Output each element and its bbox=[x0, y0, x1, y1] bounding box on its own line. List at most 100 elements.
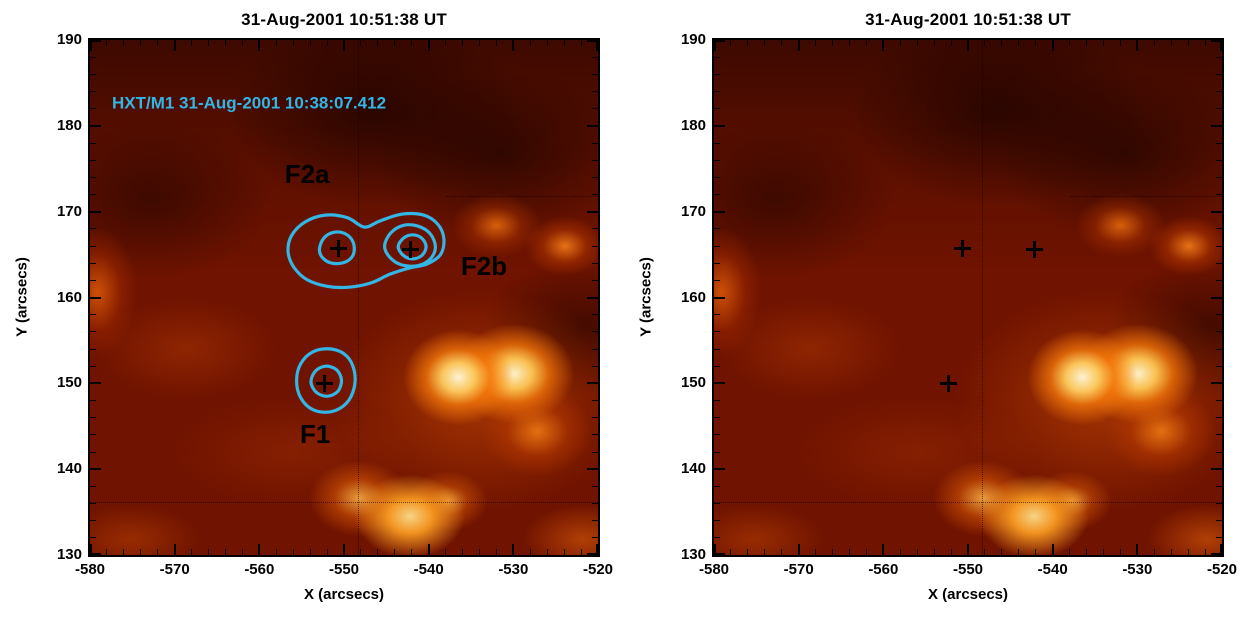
y-axis-tick bbox=[1216, 279, 1222, 281]
x-axis-tick bbox=[1051, 544, 1054, 555]
x-axis-tick bbox=[580, 40, 582, 46]
y-axis-tick bbox=[714, 553, 725, 555]
y-axis-tick bbox=[90, 382, 101, 385]
x-axis-tick bbox=[781, 40, 783, 46]
y-axis-tick bbox=[90, 468, 101, 471]
x-axis-tick bbox=[546, 549, 548, 555]
x-tick-label: -570 bbox=[783, 561, 814, 578]
y-axis-tick bbox=[1216, 348, 1222, 350]
y-axis-tick bbox=[1216, 520, 1222, 522]
y-axis-tick bbox=[592, 434, 598, 436]
y-axis-tick bbox=[587, 210, 598, 213]
y-axis-tick bbox=[592, 176, 598, 178]
y-axis-tick bbox=[714, 262, 720, 264]
x-axis-tick bbox=[241, 40, 243, 46]
x-axis-tick bbox=[495, 40, 497, 46]
x-axis-tick bbox=[832, 40, 834, 46]
x-tick-label: -570 bbox=[159, 561, 190, 578]
y-axis-tick bbox=[90, 553, 101, 555]
x-axis-tick bbox=[1018, 549, 1020, 555]
x-axis-tick bbox=[275, 549, 277, 555]
solar-grid-line bbox=[445, 196, 598, 198]
y-axis-tick bbox=[714, 314, 720, 316]
solar-image-plot-right: -580 -570 -560 -550 -540 -530 -520 130 140 150 160… bbox=[681, 31, 1237, 578]
x-axis-tick bbox=[1035, 40, 1037, 46]
x-axis-tick bbox=[1086, 549, 1088, 555]
x-axis-tick bbox=[529, 40, 531, 46]
x-axis-tick bbox=[90, 40, 92, 51]
left-panel: 31-Aug-2001 10:51:38 UT Y (arcsecs) -580… bbox=[14, 10, 614, 603]
x-axis-tick bbox=[241, 549, 243, 555]
y-axis-tick bbox=[90, 348, 96, 350]
x-axis-tick bbox=[191, 549, 193, 555]
x-axis-tick bbox=[1102, 40, 1104, 46]
x-axis-tick bbox=[1051, 40, 1054, 51]
annotation-label: F2a bbox=[284, 158, 330, 189]
x-axis-tick bbox=[343, 544, 345, 555]
x-axis-tick bbox=[916, 40, 918, 46]
x-axis-tick bbox=[899, 549, 901, 555]
x-axis-tick bbox=[411, 549, 413, 555]
y-axis-tick bbox=[90, 296, 101, 299]
x-axis-tick bbox=[797, 40, 800, 51]
x-axis-tick bbox=[546, 40, 548, 46]
x-tick-label: -540 bbox=[413, 561, 444, 578]
x-axis-tick bbox=[1170, 549, 1172, 555]
y-tick-label: 140 bbox=[680, 460, 706, 478]
x-axis-tick bbox=[1153, 549, 1155, 555]
flare-position-marker bbox=[330, 240, 348, 258]
x-axis-tick bbox=[106, 549, 108, 555]
y-axis-tick bbox=[1216, 91, 1222, 92]
right-panel: 31-Aug-2001 10:51:38 UT Y (arcsecs) -580… bbox=[624, 0, 1248, 620]
y-axis-tick bbox=[587, 553, 598, 555]
y-tick-label: 180 bbox=[56, 116, 82, 134]
x-axis-label: X (arcsecs) bbox=[927, 586, 1009, 603]
solar-grid-line bbox=[358, 40, 360, 555]
y-axis-tick bbox=[592, 520, 598, 522]
y-tick-label: 160 bbox=[56, 288, 82, 306]
x-axis-tick bbox=[967, 40, 969, 51]
solar-image-plot-left: -580 -570 -560 -550 -540 -530 -520 130 140 150 160… bbox=[57, 31, 613, 578]
y-axis-tick bbox=[1211, 553, 1222, 555]
y-axis-tick bbox=[90, 228, 96, 230]
y-axis-tick bbox=[587, 124, 598, 127]
y-tick-label: 150 bbox=[680, 374, 706, 392]
y-axis-tick bbox=[714, 108, 720, 110]
y-axis-tick bbox=[1211, 468, 1222, 471]
y-tick-label: 180 bbox=[680, 116, 706, 134]
y-axis-tick bbox=[90, 314, 96, 316]
x-axis-tick bbox=[157, 40, 159, 46]
x-axis-tick bbox=[224, 40, 226, 46]
y-tick-label: 140 bbox=[56, 460, 82, 478]
x-axis-tick bbox=[984, 549, 986, 555]
y-axis-tick bbox=[714, 331, 720, 333]
x-axis-tick bbox=[394, 40, 396, 46]
y-axis-tick bbox=[714, 73, 720, 75]
x-axis-tick bbox=[140, 549, 142, 555]
y-axis-tick bbox=[714, 417, 720, 419]
solar-grid-line bbox=[1069, 196, 1222, 198]
y-axis-tick bbox=[1216, 194, 1222, 195]
x-axis-tick bbox=[882, 40, 885, 51]
x-axis-tick bbox=[394, 549, 396, 555]
x-tick-label: -530 bbox=[498, 561, 529, 578]
x-axis-tick bbox=[1187, 40, 1189, 46]
flare-position-marker bbox=[316, 374, 334, 392]
x-axis-tick bbox=[123, 40, 125, 46]
x-axis-tick bbox=[967, 544, 969, 555]
x-axis-tick bbox=[292, 40, 294, 46]
y-axis-tick bbox=[587, 468, 598, 471]
y-axis-tick bbox=[1211, 40, 1222, 42]
x-axis-tick bbox=[173, 544, 176, 555]
x-axis-tick bbox=[1136, 40, 1139, 51]
y-axis-tick bbox=[90, 142, 96, 144]
x-axis-tick bbox=[360, 549, 362, 555]
x-axis-tick bbox=[224, 549, 226, 555]
y-axis-tick bbox=[592, 503, 598, 504]
x-axis-tick bbox=[747, 549, 749, 555]
x-axis-tick bbox=[832, 549, 834, 555]
x-axis-tick bbox=[730, 40, 732, 46]
y-axis-tick bbox=[714, 176, 720, 178]
annotation-label: F1 bbox=[299, 418, 331, 449]
